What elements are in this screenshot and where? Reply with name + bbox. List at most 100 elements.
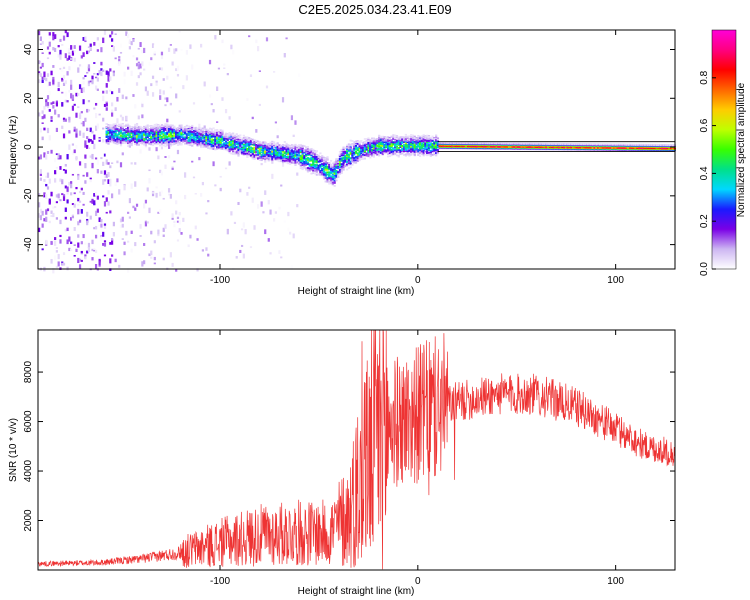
spectrogram-cell bbox=[433, 144, 436, 147]
spectrogram-cell bbox=[198, 157, 201, 161]
spectrogram-cell bbox=[267, 238, 270, 242]
spectrogram-cell bbox=[173, 134, 176, 137]
spectrogram-cell bbox=[41, 223, 44, 228]
spectrogram-cell bbox=[130, 126, 133, 128]
spectrogram-cell bbox=[226, 73, 229, 76]
spectrogram-cell bbox=[91, 140, 94, 144]
spectrogram-cell bbox=[167, 135, 171, 138]
spectrogram-cell bbox=[410, 153, 413, 156]
spectrogram-cell bbox=[401, 152, 404, 155]
spectrogram-cell bbox=[294, 148, 297, 150]
spectrogram-cell bbox=[426, 140, 429, 142]
spectrogram-cell bbox=[77, 106, 80, 109]
spectrogram-cell bbox=[212, 130, 215, 133]
spectrogram-cell bbox=[315, 164, 318, 166]
spectrogram-cell bbox=[269, 141, 272, 144]
spectrogram-cell bbox=[143, 142, 146, 145]
spectrogram-cell bbox=[71, 94, 75, 100]
spectrogram-cell bbox=[200, 144, 203, 147]
spectrogram-cell bbox=[251, 157, 254, 160]
spectrogram-cell bbox=[337, 174, 340, 177]
spectrogram-cell bbox=[287, 148, 290, 150]
spectrogram-cell bbox=[424, 142, 427, 145]
spectrogram-cell bbox=[183, 172, 187, 178]
spectrogram-cell bbox=[235, 137, 238, 140]
spectrogram-cell bbox=[306, 161, 310, 164]
spectrogram-cell bbox=[109, 140, 112, 143]
spectrogram-cell bbox=[64, 91, 67, 97]
spectrogram-cell bbox=[248, 138, 251, 141]
spectrogram-cell bbox=[212, 141, 215, 144]
spectrogram-cell bbox=[379, 151, 383, 154]
spectrogram-cell bbox=[333, 163, 336, 166]
spectrogram-cell bbox=[48, 32, 51, 36]
spectrogram-cell bbox=[175, 268, 178, 272]
spectrogram-cell bbox=[77, 197, 80, 202]
spectrogram-cell bbox=[436, 137, 440, 140]
spectrogram-cell bbox=[265, 149, 269, 151]
spectrogram-cell bbox=[281, 147, 285, 150]
spectrogram-cell bbox=[86, 136, 89, 139]
spectrogram-cell bbox=[406, 137, 409, 140]
spectrogram-cell bbox=[55, 166, 59, 169]
spectrogram-cell bbox=[328, 182, 331, 185]
spectrogram-cell bbox=[223, 63, 226, 66]
spectrogram-cell bbox=[141, 102, 144, 108]
spectrogram-cell bbox=[422, 145, 425, 147]
spectrogram-cell bbox=[119, 139, 123, 142]
spectrogram-cell bbox=[91, 75, 94, 80]
spectrogram-cell bbox=[87, 138, 91, 143]
spectrogram-cell bbox=[162, 136, 165, 139]
spectrogram-cell bbox=[105, 152, 108, 158]
spectrogram-cell bbox=[285, 148, 288, 151]
spectrogram-cell bbox=[201, 144, 204, 147]
spectrogram-cell bbox=[232, 144, 235, 147]
spectrogram-cell bbox=[64, 99, 67, 103]
spectrogram-cell bbox=[276, 144, 279, 146]
spectrogram-cell bbox=[287, 151, 290, 154]
spectrogram-cell bbox=[144, 141, 148, 144]
spectrogram-cell bbox=[315, 156, 318, 159]
spectrogram-cell bbox=[166, 133, 169, 136]
spectrogram-cell bbox=[333, 184, 336, 187]
spectrogram-cell bbox=[297, 158, 301, 161]
spectrogram-cell bbox=[242, 134, 245, 137]
spectrogram-cell bbox=[135, 82, 139, 86]
spectrogram-cell bbox=[125, 137, 128, 140]
spectrogram-cell bbox=[289, 155, 292, 158]
spectrogram-cell bbox=[116, 143, 119, 145]
spectrogram-cell bbox=[200, 137, 203, 139]
spectrogram-cell bbox=[212, 144, 215, 146]
spectrogram-cell bbox=[191, 141, 194, 144]
spectrogram-cell bbox=[426, 136, 429, 139]
spectrogram-cell bbox=[324, 174, 327, 177]
spectrogram-cell bbox=[267, 200, 270, 205]
spectrogram-cell bbox=[166, 123, 169, 126]
spectrogram-cell bbox=[347, 150, 350, 153]
spectrogram-cell bbox=[144, 137, 148, 140]
spectrogram-cell bbox=[217, 140, 221, 143]
spectrogram-cell bbox=[185, 137, 188, 139]
spectrogram-cell bbox=[303, 155, 306, 158]
spectrogram-cell bbox=[150, 136, 153, 138]
spectrogram-cell bbox=[283, 147, 286, 150]
spectrogram-cell bbox=[46, 102, 50, 106]
spectrogram-cell bbox=[271, 159, 274, 164]
spectrogram-cell bbox=[118, 189, 121, 195]
spectrogram-cell bbox=[378, 140, 381, 143]
spectrogram-cell bbox=[287, 150, 290, 153]
spectrogram-cell bbox=[385, 137, 388, 139]
spectrogram-cell bbox=[329, 170, 333, 173]
spectrogram-cell bbox=[287, 156, 290, 159]
spectrogram-cell bbox=[381, 135, 384, 138]
spectrogram-cell bbox=[105, 136, 108, 138]
spectrogram-cell bbox=[143, 203, 146, 209]
spectrogram-cell bbox=[335, 162, 338, 164]
spectrogram-cell bbox=[251, 156, 254, 159]
spectrogram-cell bbox=[112, 70, 115, 73]
spectrogram-cell bbox=[207, 134, 210, 137]
spectrogram-cell bbox=[198, 128, 201, 131]
spectrogram-cell bbox=[353, 157, 356, 160]
spectrogram-cell bbox=[150, 83, 153, 87]
spectrogram-cell bbox=[210, 144, 213, 147]
